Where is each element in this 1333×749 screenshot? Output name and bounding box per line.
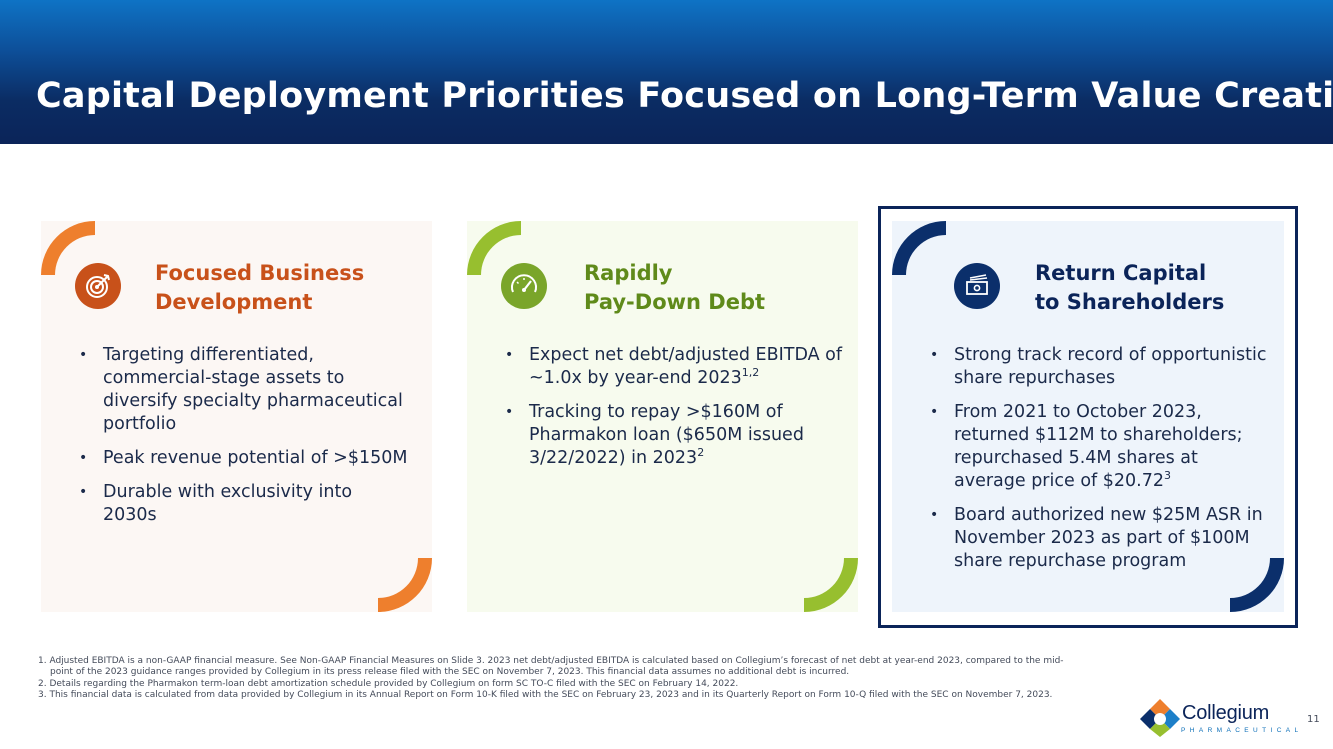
list-item: Tracking to repay >$160M of Pharmakon lo… bbox=[505, 401, 845, 470]
bullet-list: Strong track record of opportunistic sha… bbox=[930, 344, 1275, 584]
card-title: Rapidly Pay-Down Debt bbox=[584, 261, 766, 314]
footnote: 1. Adjusted EBITDA is a non-GAAP financi… bbox=[38, 656, 1064, 678]
bullet-list: Targeting differentiated, commercial-sta… bbox=[79, 344, 409, 538]
corner-accent-top bbox=[892, 221, 946, 275]
logo-tagline: PHARMACEUTICAL bbox=[1181, 727, 1303, 734]
company-logo: Collegium PHARMACEUTICAL bbox=[1140, 696, 1298, 740]
footnote: 3. This financial data is calculated fro… bbox=[38, 690, 1053, 701]
slide-title: Capital Deployment Priorities Focused on… bbox=[36, 76, 1333, 116]
list-item: Peak revenue potential of >$150M bbox=[79, 447, 409, 470]
money-icon bbox=[954, 263, 1000, 309]
corner-accent-bottom bbox=[804, 558, 858, 612]
gauge-icon bbox=[501, 263, 547, 309]
corner-accent-bottom bbox=[378, 558, 432, 612]
corner-accent-top bbox=[41, 221, 95, 275]
card-return-capital: Return Capital to Shareholders Strong tr… bbox=[892, 221, 1284, 612]
page-number: 11 bbox=[1307, 714, 1320, 725]
list-item: Targeting differentiated, commercial-sta… bbox=[79, 344, 409, 436]
bullet-list: Expect net debt/adjusted EBITDA of ~1.0x… bbox=[505, 344, 845, 481]
card-title: Return Capital to Shareholders bbox=[1035, 261, 1225, 314]
list-item: Expect net debt/adjusted EBITDA of ~1.0x… bbox=[505, 344, 845, 390]
card-title: Focused Business Development bbox=[155, 261, 365, 314]
corner-accent-top bbox=[467, 221, 521, 275]
list-item: Board authorized new $25M ASR in Novembe… bbox=[930, 504, 1275, 573]
highlight-frame bbox=[878, 206, 1298, 628]
list-item: From 2021 to October 2023, returned $112… bbox=[930, 401, 1275, 493]
card-pay-down-debt: Rapidly Pay-Down Debt Expect net debt/ad… bbox=[467, 221, 858, 612]
collegium-mark-icon bbox=[1140, 699, 1180, 737]
card-business-development: Focused Business Development Targeting d… bbox=[41, 221, 432, 612]
list-item: Durable with exclusivity into 2030s bbox=[79, 481, 409, 527]
list-item: Strong track record of opportunistic sha… bbox=[930, 344, 1275, 390]
slide-header: Capital Deployment Priorities Focused on… bbox=[0, 0, 1333, 144]
logo-wordmark: Collegium bbox=[1182, 702, 1270, 724]
footnote: 2. Details regarding the Pharmakon term-… bbox=[38, 678, 739, 689]
target-icon bbox=[75, 263, 121, 309]
footnotes: 1. Adjusted EBITDA is a non-GAAP financi… bbox=[38, 656, 1068, 702]
